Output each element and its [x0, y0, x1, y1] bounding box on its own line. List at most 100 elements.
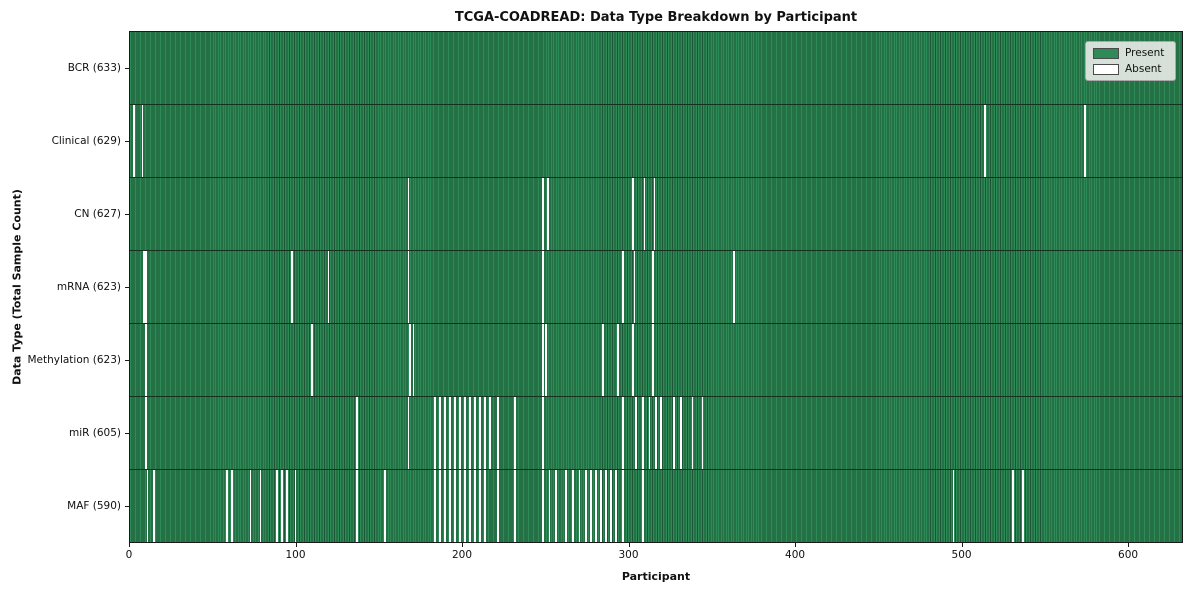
absent-stripe — [631, 178, 634, 250]
y-tick-label-bcr: BCR (633) — [67, 61, 121, 74]
absent-stripe — [384, 470, 386, 542]
absent-stripe — [276, 470, 278, 542]
absent-stripe — [513, 470, 516, 542]
absent-stripe — [547, 178, 549, 250]
heatmap-row-bcr — [130, 32, 1182, 105]
y-tick-mark — [125, 140, 129, 142]
absent-stripe — [459, 397, 461, 469]
absent-stripe — [641, 470, 644, 542]
absent-stripe — [600, 470, 602, 542]
absent-stripe — [605, 470, 607, 542]
y-tick-mark — [125, 213, 129, 215]
absent-stripe — [454, 470, 456, 542]
x-tick-label: 0 — [125, 549, 133, 561]
absent-stripe — [542, 178, 544, 250]
y-tick-label-mrna: mRNA (623) — [56, 281, 121, 293]
x-tick-label: 300 — [618, 549, 639, 561]
absent-stripe — [231, 470, 234, 542]
x-tick-mark — [129, 543, 130, 547]
absent-stripe — [464, 397, 466, 469]
y-tick-mark — [125, 287, 129, 288]
absent-stripe — [542, 324, 544, 396]
absent-stripe — [565, 470, 568, 542]
absent-stripe — [635, 397, 637, 469]
absent-stripe — [439, 397, 441, 469]
absent-stripe — [469, 397, 471, 469]
absent-stripe — [585, 470, 588, 542]
absent-stripe — [513, 397, 516, 469]
absent-stripe — [621, 251, 624, 323]
absent-stripe — [1012, 470, 1015, 542]
x-tick-mark — [961, 543, 963, 547]
absent-stripe — [610, 470, 612, 542]
absent-stripe — [643, 178, 646, 250]
absent-stripe — [464, 470, 466, 542]
absent-stripe — [153, 470, 155, 542]
absent-stripe — [621, 470, 624, 542]
absent-stripe — [641, 397, 644, 469]
absent-stripe — [133, 105, 135, 177]
absent-stripe — [616, 324, 619, 396]
heatmap-row-cn — [130, 178, 1182, 251]
absent-stripe — [653, 178, 656, 250]
absent-stripe — [673, 397, 676, 469]
x-tick-label: 600 — [1118, 549, 1139, 561]
x-axis-label: Participant — [621, 570, 691, 583]
heatmap-row-clinical — [130, 105, 1182, 178]
absent-stripe — [648, 397, 651, 469]
absent-stripe — [454, 397, 456, 469]
legend-label-absent: Absent — [1125, 63, 1162, 75]
absent-stripe — [633, 251, 636, 323]
absent-stripe — [952, 470, 955, 542]
absent-stripe — [572, 470, 574, 542]
absent-stripe — [141, 105, 144, 177]
legend: Present Absent — [1085, 41, 1176, 81]
legend-label-present: Present — [1125, 47, 1165, 59]
x-tick-mark — [795, 543, 797, 547]
y-tick-label-mir: miR (605) — [68, 427, 121, 440]
x-tick-mark — [1128, 543, 1130, 547]
absent-stripe — [615, 470, 617, 542]
absent-stripe — [497, 397, 499, 469]
absent-stripe — [474, 470, 476, 542]
plot-area — [129, 31, 1183, 543]
x-tick-label: 400 — [785, 549, 806, 561]
absent-stripe — [733, 251, 735, 323]
absent-stripe — [286, 470, 288, 542]
absent-stripe — [590, 470, 592, 542]
absent-stripe — [449, 470, 451, 542]
absent-stripe — [281, 470, 283, 542]
absent-stripe — [548, 470, 551, 542]
absent-stripe — [542, 470, 544, 542]
absent-stripe — [488, 397, 491, 469]
absent-stripe — [249, 470, 252, 542]
y-tick-mark — [125, 360, 129, 362]
legend-item-present: Present — [1093, 47, 1168, 59]
heatmap-row-mrna — [130, 251, 1182, 324]
absent-stripe — [449, 397, 451, 469]
absent-stripe — [474, 397, 476, 469]
absent-stripe — [631, 324, 634, 396]
absent-stripe — [555, 470, 558, 542]
x-tick-label: 200 — [451, 549, 473, 561]
absent-stripe — [479, 470, 481, 542]
absent-stripe — [412, 324, 415, 396]
absent-stripe — [542, 251, 544, 323]
absent-stripe — [1022, 470, 1025, 542]
absent-stripe — [483, 470, 486, 542]
legend-item-absent: Absent — [1093, 63, 1168, 75]
absent-stripe — [144, 324, 147, 396]
absent-stripe — [311, 324, 313, 396]
absent-stripe — [469, 470, 471, 542]
absent-stripe — [409, 324, 411, 396]
absent-stripe — [294, 470, 297, 542]
absent-stripe — [545, 324, 548, 396]
y-tick-label-methylation: Methylation (623) — [27, 354, 121, 367]
absent-stripe — [144, 251, 147, 323]
absent-stripe — [327, 251, 330, 323]
x-tick-mark — [462, 543, 464, 547]
x-tick-mark — [628, 543, 630, 547]
absent-stripe — [356, 470, 358, 542]
legend-swatch-absent-icon — [1093, 63, 1119, 75]
